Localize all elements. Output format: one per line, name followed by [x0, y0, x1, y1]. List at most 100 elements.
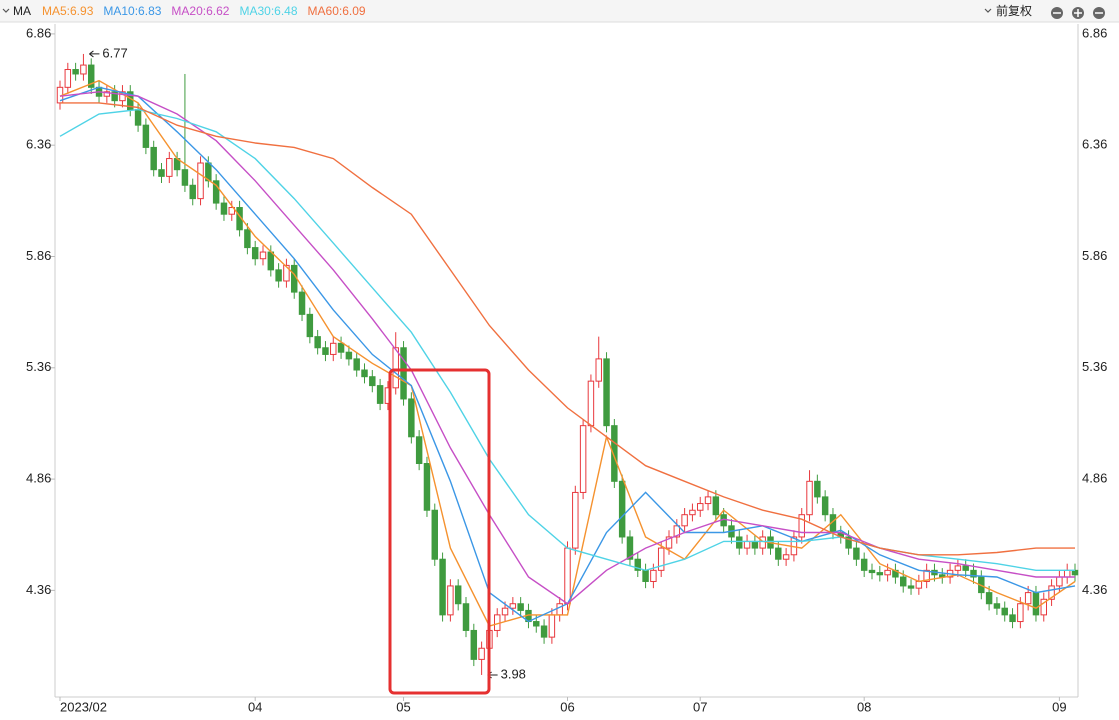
candle-body — [501, 607, 509, 616]
candle-body — [72, 69, 79, 75]
candle — [548, 608, 556, 644]
legend: MA5:6.93 MA10:6.83 MA20:6.62 MA30:6.48 MA60:… — [42, 4, 366, 18]
dropdown-chevron[interactable] — [2, 8, 10, 13]
candle — [860, 552, 868, 578]
candle-body — [259, 251, 267, 260]
candle-body — [915, 580, 923, 589]
candle-body — [376, 385, 384, 404]
candle — [642, 563, 649, 589]
ma-line — [59, 108, 1075, 572]
candle-body — [540, 625, 548, 638]
candle-body — [1001, 607, 1008, 616]
candle — [392, 332, 399, 395]
candle — [868, 563, 876, 580]
candle — [228, 200, 236, 221]
candle-body — [509, 603, 517, 609]
candle-body — [166, 158, 173, 177]
candle — [415, 430, 423, 471]
candle-body — [400, 347, 407, 400]
candle — [509, 597, 517, 615]
candle-body — [306, 313, 314, 338]
candle-body — [298, 291, 306, 315]
candle — [1071, 563, 1079, 582]
candle-body — [181, 169, 189, 186]
candle — [892, 563, 899, 584]
candle — [962, 559, 969, 578]
icon-settings[interactable] — [1051, 7, 1063, 19]
candle — [290, 258, 298, 299]
candle — [142, 118, 150, 155]
x-tick-label: 07 — [693, 699, 707, 714]
icon-remove[interactable] — [1093, 7, 1105, 19]
candle-body — [634, 558, 642, 571]
highlight-box — [388, 368, 491, 695]
candle — [954, 559, 962, 578]
candle-body — [337, 342, 345, 353]
legend-entry: MA60:6.09 — [308, 4, 366, 18]
candle — [80, 53, 87, 81]
candle — [353, 352, 360, 377]
legend-entry: MA10:6.83 — [103, 4, 161, 18]
icon-add[interactable] — [1072, 7, 1084, 19]
candle-body — [759, 536, 766, 549]
candle — [611, 418, 618, 488]
candle — [400, 341, 407, 406]
candle-body — [1009, 614, 1016, 623]
candle-body — [423, 463, 431, 511]
candle-body — [603, 358, 610, 427]
candle-body — [626, 536, 634, 560]
candle-body — [681, 514, 688, 527]
candle — [751, 534, 759, 555]
candle — [712, 490, 720, 522]
toolbar — [0, 0, 1119, 22]
candle-body — [696, 503, 704, 511]
y-tick-label: 5.36 — [26, 359, 51, 374]
candle-body — [150, 146, 157, 171]
candle — [853, 541, 860, 566]
candle — [915, 574, 923, 595]
legend-entry: MA5:6.93 — [42, 4, 94, 18]
candle — [1009, 608, 1016, 629]
y-tick-label-right: 6.36 — [1082, 137, 1107, 152]
candle — [814, 474, 821, 504]
candle-body — [814, 480, 821, 498]
candle — [759, 530, 766, 555]
ma-line — [59, 79, 1076, 627]
candle — [696, 496, 704, 517]
candle-body — [1048, 585, 1055, 600]
candle-body — [993, 603, 1001, 609]
candle — [314, 329, 321, 355]
candle — [517, 597, 524, 618]
candle-body — [689, 509, 696, 516]
candle — [259, 245, 267, 266]
candle — [87, 58, 95, 95]
candle-body — [1063, 569, 1071, 578]
candle — [782, 548, 790, 566]
indicator-selector[interactable]: MA — [13, 4, 31, 18]
y-tick-label-right: 5.86 — [1082, 248, 1107, 263]
candle — [275, 263, 282, 288]
candle-body — [111, 91, 118, 102]
candle-body — [478, 647, 485, 660]
candle-body — [290, 264, 298, 293]
candle-body — [806, 480, 813, 516]
candle-body — [361, 369, 368, 378]
dropdown-chevron[interactable] — [984, 8, 992, 13]
candle — [634, 552, 642, 578]
adjust-selector[interactable]: 前复权 — [996, 3, 1032, 18]
candle-body — [954, 565, 962, 571]
candle — [939, 568, 946, 584]
candle — [736, 530, 743, 555]
y-tick-label: 6.86 — [26, 25, 51, 40]
candle-body — [189, 184, 196, 200]
candle-body — [985, 592, 993, 605]
candle-body — [517, 603, 524, 611]
candle-body — [782, 554, 790, 560]
candle — [376, 378, 384, 411]
candle-body — [642, 569, 649, 582]
candle — [1040, 592, 1048, 622]
candle — [423, 456, 431, 517]
candle — [876, 565, 884, 582]
ma-line — [59, 91, 1075, 605]
